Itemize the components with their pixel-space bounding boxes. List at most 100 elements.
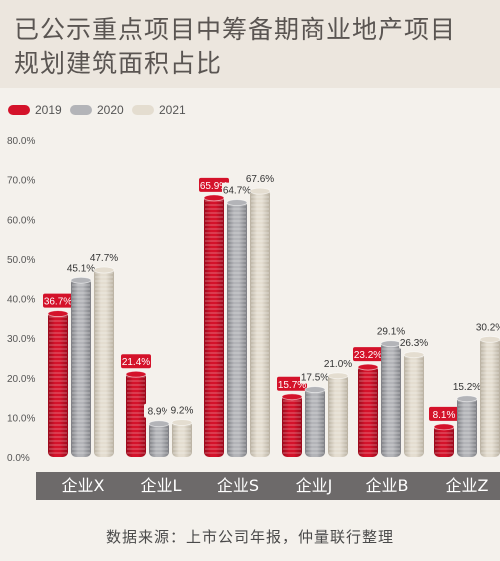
category-band: [36, 472, 500, 500]
data-label-bg: [66, 260, 96, 275]
y-tick-label: 30.0%: [7, 334, 35, 345]
data-label-bg: [353, 347, 383, 362]
bar: [94, 267, 114, 457]
bar-cap: [327, 372, 349, 380]
legend-item-2019: 2019: [8, 102, 62, 118]
data-label: 30.2%: [476, 322, 500, 333]
data-label: 8.1%: [433, 410, 456, 421]
bar: [149, 421, 169, 457]
bar-cap: [203, 194, 225, 202]
data-label-bg: [199, 177, 229, 192]
data-label-bg: [245, 171, 275, 186]
x-tick-label: 企业S: [217, 476, 259, 495]
bar-chart: 0.0% 10.0% 20.0% 30.0% 40.0% 50.0% 60.0% 70.0% 8…: [7, 136, 500, 500]
x-tick-label: 企业B: [366, 476, 409, 495]
x-tick-label: 企业X: [62, 476, 105, 495]
data-source: 数据来源：上市公司年报，仲量联行整理: [105, 528, 394, 546]
data-label-bg: [89, 249, 119, 264]
bar-cap: [456, 395, 478, 403]
data-label: 15.7%: [278, 380, 306, 391]
y-tick-label: 50.0%: [7, 255, 35, 266]
bar-cap: [70, 276, 92, 284]
bar: [358, 365, 378, 457]
bar: [250, 189, 270, 457]
bar-cap: [249, 187, 271, 195]
data-label: 21.0%: [324, 359, 352, 370]
bar-cap: [281, 393, 303, 401]
bar: [227, 200, 247, 457]
data-label-bg: [277, 376, 307, 391]
data-label-bg: [399, 334, 429, 349]
bar-cap: [125, 370, 147, 378]
bar: [381, 341, 401, 457]
legend-item-2020: 2020: [70, 102, 124, 118]
y-tick-label: 70.0%: [7, 176, 35, 187]
legend-item-2021: 2021: [132, 102, 186, 118]
x-tick-label: 企业Z: [446, 476, 489, 495]
data-label: 26.3%: [400, 338, 428, 349]
data-label: 23.2%: [354, 350, 382, 361]
bar-cap: [148, 420, 170, 428]
data-label: 36.7%: [44, 297, 72, 308]
bar: [457, 396, 477, 457]
y-tick-label: 40.0%: [7, 295, 35, 306]
bar: [48, 311, 68, 457]
data-label: 65.9%: [200, 181, 228, 192]
data-label-bg: [43, 293, 73, 308]
y-tick-label: 0.0%: [7, 453, 30, 464]
legend-swatch-2019: [8, 105, 30, 115]
data-label: 15.2%: [453, 382, 481, 393]
legend-label-2021: 2021: [159, 103, 186, 117]
data-label: 21.4%: [122, 357, 150, 368]
bar: [172, 420, 192, 457]
legend-label-2020: 2020: [97, 103, 124, 117]
data-label: 29.1%: [377, 327, 405, 338]
bar-cap: [304, 386, 326, 394]
data-label: 9.2%: [171, 406, 194, 417]
bar-cap: [357, 363, 379, 371]
bar: [305, 387, 325, 457]
bar: [480, 337, 500, 457]
data-label-bg: [222, 182, 252, 197]
data-label: 45.1%: [67, 263, 95, 274]
legend-swatch-2020: [70, 105, 92, 115]
bar: [434, 424, 454, 457]
data-label: 67.6%: [246, 174, 274, 185]
data-label-bg: [452, 378, 482, 393]
data-label: 47.7%: [90, 253, 118, 264]
y-tick-label: 80.0%: [7, 136, 35, 147]
data-label-bg: [429, 406, 459, 421]
bar-cap: [226, 199, 248, 207]
bar-cap: [403, 351, 425, 359]
data-label-bg: [475, 319, 500, 334]
data-label-bg: [300, 369, 330, 384]
data-label-bg: [144, 403, 174, 418]
title-band: 已公示重点项目中筹备期商业地产项目 规划建筑面积占比: [0, 0, 500, 88]
bar-cap: [433, 423, 455, 431]
chart-title-line1: 已公示重点项目中筹备期商业地产项目: [14, 15, 457, 44]
data-label: 8.9%: [148, 407, 171, 418]
x-tick-label: 企业L: [141, 476, 182, 495]
bar-cap: [93, 266, 115, 274]
bar: [404, 352, 424, 457]
bar: [126, 372, 146, 457]
data-label-bg: [121, 354, 151, 369]
legend-label-2019: 2019: [35, 103, 62, 117]
bar: [71, 278, 91, 457]
y-tick-label: 20.0%: [7, 374, 35, 385]
x-tick-label: 企业J: [296, 476, 333, 495]
bar-cap: [380, 340, 402, 348]
data-label: 64.7%: [223, 186, 251, 197]
bar: [328, 373, 348, 457]
bar-cap: [479, 335, 500, 343]
bar-cap: [171, 419, 193, 426]
y-tick-label: 60.0%: [7, 215, 35, 226]
data-label-bg: [167, 402, 197, 417]
bar-cap: [47, 310, 69, 317]
data-label-bg: [376, 323, 406, 338]
bar: [204, 195, 224, 457]
data-label-bg: [323, 355, 353, 370]
legend-swatch-2021: [132, 105, 154, 115]
bar: [282, 394, 302, 457]
data-label: 17.5%: [301, 373, 329, 384]
